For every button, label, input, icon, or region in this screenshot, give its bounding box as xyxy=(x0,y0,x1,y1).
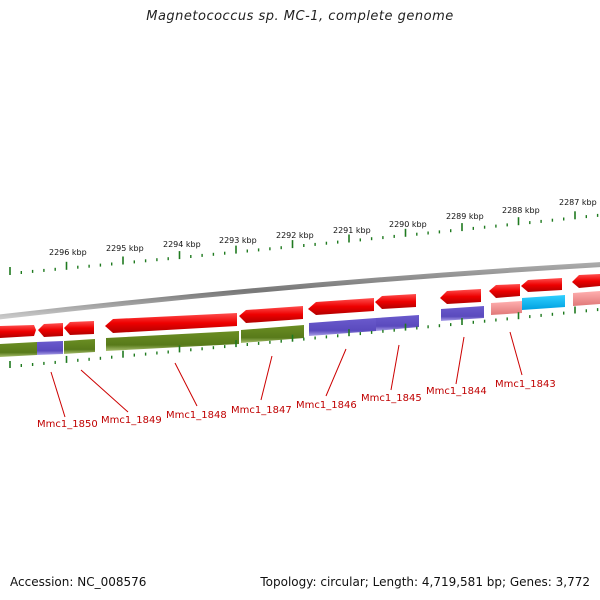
cds-bar-purple[interactable] xyxy=(376,315,419,331)
map-title: Magnetococcus sp. MC-1, complete genome xyxy=(146,9,454,24)
gene-arrow[interactable] xyxy=(489,284,520,298)
scale-label: 2287 kbp xyxy=(559,198,597,207)
cds-bar-pink[interactable] xyxy=(573,291,600,306)
cds-bar-olive[interactable] xyxy=(64,339,95,354)
leader-line xyxy=(80,369,129,413)
gene-label[interactable]: Mmc1_1847 xyxy=(231,405,292,416)
gene-label[interactable]: Mmc1_1845 xyxy=(361,393,422,404)
scale-label: 2295 kbp xyxy=(106,244,144,253)
cds-bar-purple[interactable] xyxy=(441,306,484,321)
gene-label[interactable]: Mmc1_1846 xyxy=(296,400,357,411)
gene-labels: Mmc1_1850 Mmc1_1849 Mmc1_1848 Mmc1_1847 … xyxy=(37,379,556,430)
scale-label: 2288 kbp xyxy=(502,206,540,215)
accession-text: Accession: NC_008576 xyxy=(10,575,147,589)
leader-line xyxy=(260,355,273,401)
gene-label[interactable]: Mmc1_1850 xyxy=(37,419,98,430)
cds-bar-olive[interactable] xyxy=(106,331,239,351)
label-leaders xyxy=(50,331,523,418)
leader-line xyxy=(325,348,347,397)
gene-arrow[interactable] xyxy=(38,323,63,337)
cds-bar-purple[interactable] xyxy=(37,341,63,355)
scale-label: 2292 kbp xyxy=(276,231,314,240)
gene-arrow[interactable] xyxy=(521,278,562,292)
cds-bar-olive[interactable] xyxy=(0,342,37,357)
lower-tick-row xyxy=(9,306,599,368)
gene-arrow[interactable] xyxy=(375,294,416,309)
scale-label: 2296 kbp xyxy=(49,248,87,257)
upper-tick-row xyxy=(9,211,599,275)
cds-bar-purple[interactable] xyxy=(309,318,376,336)
leader-line xyxy=(390,344,400,391)
scale-label: 2293 kbp xyxy=(219,236,257,245)
genome-summary-text: Topology: circular; Length: 4,719,581 bp… xyxy=(260,575,590,589)
gene-arrow[interactable] xyxy=(308,298,374,315)
cds-bar-olive[interactable] xyxy=(241,325,304,343)
leader-line xyxy=(50,371,66,418)
gene-arrow[interactable] xyxy=(0,325,36,338)
gene-label[interactable]: Mmc1_1849 xyxy=(101,415,162,426)
gene-label[interactable]: Mmc1_1848 xyxy=(166,410,227,421)
leader-line xyxy=(174,362,198,407)
leader-line xyxy=(455,336,465,385)
gene-arrow[interactable] xyxy=(239,306,303,323)
genome-backbone xyxy=(0,262,600,320)
scale-label: 2294 kbp xyxy=(163,240,201,249)
gene-label[interactable]: Mmc1_1843 xyxy=(495,379,556,390)
gene-arrow-track xyxy=(0,274,600,338)
scale-label: 2291 kbp xyxy=(333,226,371,235)
gene-arrow[interactable] xyxy=(105,313,237,333)
scale-label: 2289 kbp xyxy=(446,212,484,221)
cds-bar-pink[interactable] xyxy=(491,301,522,315)
gene-arrow[interactable] xyxy=(64,321,94,335)
cds-bar-cyan[interactable] xyxy=(522,295,565,310)
gene-arrow[interactable] xyxy=(440,289,481,304)
gene-arrow[interactable] xyxy=(572,274,600,288)
leader-line xyxy=(509,331,523,376)
scale-label: 2290 kbp xyxy=(389,220,427,229)
scale-labels: 2296 kbp 2295 kbp 2294 kbp 2293 kbp 2292… xyxy=(49,198,597,257)
cds-track xyxy=(0,291,600,357)
gene-label[interactable]: Mmc1_1844 xyxy=(426,386,487,397)
